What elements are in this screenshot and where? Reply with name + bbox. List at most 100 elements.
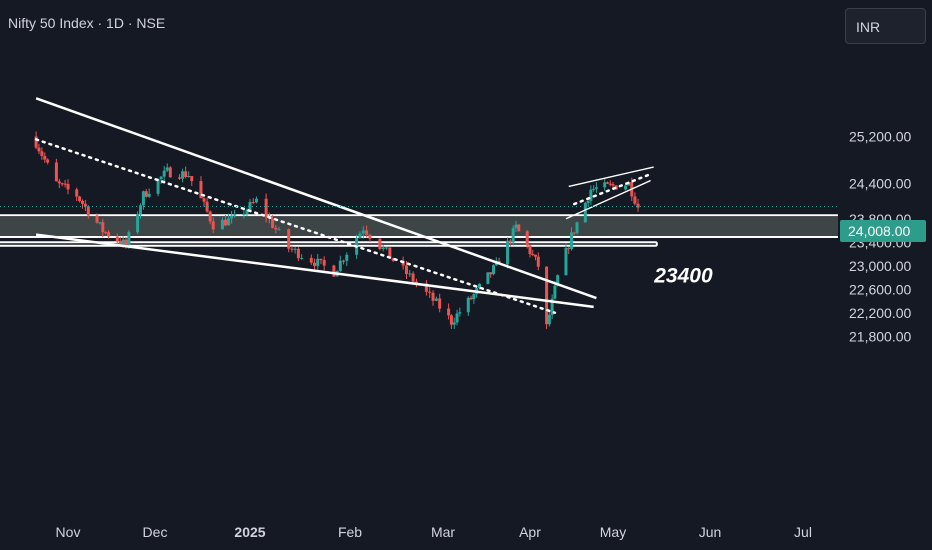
candle-body — [592, 188, 596, 190]
price-axis-label: 21,800.00 — [849, 328, 911, 344]
candle — [78, 195, 82, 203]
candle-body — [162, 170, 166, 177]
candle — [277, 226, 281, 231]
candle — [107, 230, 111, 239]
candle-body — [66, 184, 70, 190]
candle-body — [101, 222, 105, 233]
currency-selector[interactable]: INR — [845, 8, 926, 44]
candle — [477, 283, 481, 290]
candle — [575, 221, 579, 235]
price-axis-label: 25,200.00 — [849, 129, 911, 145]
candle — [147, 188, 151, 198]
resistance-zone — [0, 216, 838, 237]
candle-body — [586, 200, 590, 204]
wedge-upper-line — [568, 166, 654, 188]
candle-body — [274, 227, 278, 230]
candle-body — [165, 167, 169, 171]
candle-body — [378, 238, 382, 249]
candle-body — [233, 213, 237, 216]
candle-body — [271, 218, 275, 228]
candle — [466, 296, 470, 316]
candle — [264, 193, 268, 223]
candle — [469, 295, 473, 301]
candle — [184, 166, 188, 179]
candle-body — [242, 213, 246, 215]
candle — [83, 199, 87, 212]
candle-body — [54, 162, 58, 182]
candle-body — [528, 245, 532, 255]
candle — [156, 178, 160, 197]
candle — [187, 171, 191, 178]
candle-body — [345, 254, 349, 261]
candle-body — [414, 281, 418, 284]
candle-body — [556, 275, 560, 286]
time-axis[interactable]: Nov Dec 2025 Feb Mar Apr May Jun Jul — [56, 524, 812, 540]
candle-body — [536, 256, 540, 267]
candle — [570, 227, 573, 251]
candle — [361, 226, 365, 239]
candle-body — [358, 233, 362, 239]
candle — [86, 204, 90, 219]
candle-body — [251, 202, 255, 204]
candle-body — [293, 248, 297, 250]
candle — [63, 179, 67, 188]
candle — [242, 210, 246, 219]
candle — [345, 252, 349, 267]
candle — [358, 231, 362, 239]
candle — [220, 217, 224, 230]
supply-zone-layer — [0, 214, 838, 247]
candle — [603, 178, 607, 191]
candle-body — [95, 215, 99, 223]
price-axis-label: 23,000.00 — [849, 258, 911, 274]
candle-body — [342, 260, 346, 262]
candle — [492, 264, 496, 276]
candle-body — [107, 232, 111, 237]
candle-body — [46, 159, 50, 163]
candle — [583, 201, 587, 223]
candle-body — [508, 240, 512, 243]
candle — [365, 225, 369, 238]
candle-body — [313, 262, 317, 267]
candle-body — [199, 181, 203, 199]
candle — [572, 232, 576, 236]
candle — [178, 174, 182, 180]
price-axis[interactable]: 25,200.0024,400.0023,800.0023,400.0023,0… — [849, 129, 911, 345]
candle-body — [424, 283, 428, 292]
candle — [514, 220, 518, 233]
candle-body — [156, 179, 160, 194]
candle — [332, 264, 336, 277]
candle-body — [469, 297, 473, 300]
candle-body — [43, 155, 47, 160]
candle — [296, 247, 300, 262]
candle-body — [553, 285, 557, 299]
candle-body — [449, 315, 453, 325]
candle — [43, 152, 47, 163]
candle — [60, 182, 64, 187]
candle — [472, 292, 476, 304]
candle-body — [545, 266, 549, 325]
candle-body — [589, 189, 593, 201]
candle — [411, 271, 415, 285]
candle-body — [332, 265, 336, 277]
candle — [528, 244, 532, 258]
candle-body — [208, 211, 212, 222]
candle — [338, 255, 342, 272]
candle — [223, 214, 227, 227]
candle — [594, 182, 598, 193]
candle — [40, 147, 44, 160]
candle — [251, 198, 255, 205]
candle-body — [570, 232, 573, 250]
candle-body — [57, 181, 61, 184]
candle — [449, 314, 453, 329]
candle-body — [168, 167, 172, 178]
candle-body — [136, 214, 140, 233]
candle-body — [368, 234, 372, 239]
candle-body — [611, 184, 615, 186]
candle — [168, 166, 172, 178]
candle — [408, 269, 412, 277]
candle-body — [309, 257, 313, 263]
candle-body — [187, 176, 191, 178]
candle — [489, 272, 493, 278]
candle-body — [287, 229, 291, 249]
